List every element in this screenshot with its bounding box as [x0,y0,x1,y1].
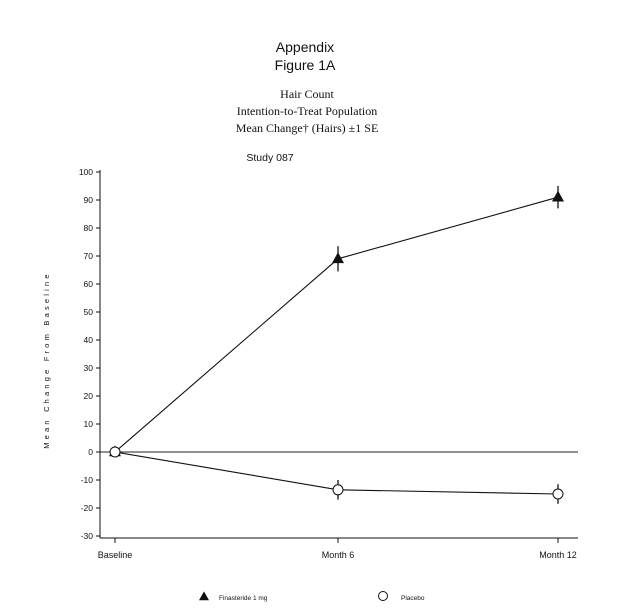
legend-finasteride-marker [198,591,210,601]
y-tick-label: 80 [84,223,94,233]
y-tick-label: 20 [84,391,94,401]
x-tick-label: Month 6 [322,550,355,560]
y-tick-label: 60 [84,279,94,289]
y-axis-label: Mean Change From Baseline [42,271,51,449]
legend-placebo-marker [378,591,388,601]
y-tick-label: 40 [84,335,94,345]
legend-finasteride-label: Finasteride 1 mg [219,595,268,602]
y-tick-label: 90 [84,195,94,205]
series-placebo [109,446,564,504]
y-tick-label: 50 [84,307,94,317]
y-tick-label: -20 [81,503,94,513]
data-point-triangle [551,190,565,202]
data-point-circle [332,484,344,496]
appendix-heading: Appendix [276,39,334,55]
chart-title-line-1: Hair Count [280,87,334,101]
y-tick-label: -10 [81,475,94,485]
data-point-circle [109,446,121,458]
y-tick-label: 0 [88,447,93,457]
data-point-circle [552,488,564,500]
y-tick-label: -30 [81,531,94,541]
chart-title-line-2: Intention-to-Treat Population [237,104,378,118]
y-tick-label: 70 [84,251,94,261]
legend: Finasteride 1 mg Placebo [198,591,425,602]
series-line [114,196,559,453]
series-layer [108,186,565,504]
x-tick-label: Baseline [98,550,133,560]
x-axis-ticks: Baseline Month 6 Month 12 [98,538,577,560]
legend-placebo-label: Placebo [401,595,425,602]
data-point-triangle [331,252,345,264]
chart-subtitle: Study 087 [246,152,293,164]
y-tick-label: 100 [79,167,93,177]
y-tick-label: 10 [84,419,94,429]
y-tick-label: 30 [84,363,94,373]
x-tick-label: Month 12 [539,550,577,560]
series-finasteride [108,186,565,457]
chart-title-line-3: Mean Change† (Hairs) ±1 SE [236,121,379,135]
figure-label: Figure 1A [275,57,336,73]
